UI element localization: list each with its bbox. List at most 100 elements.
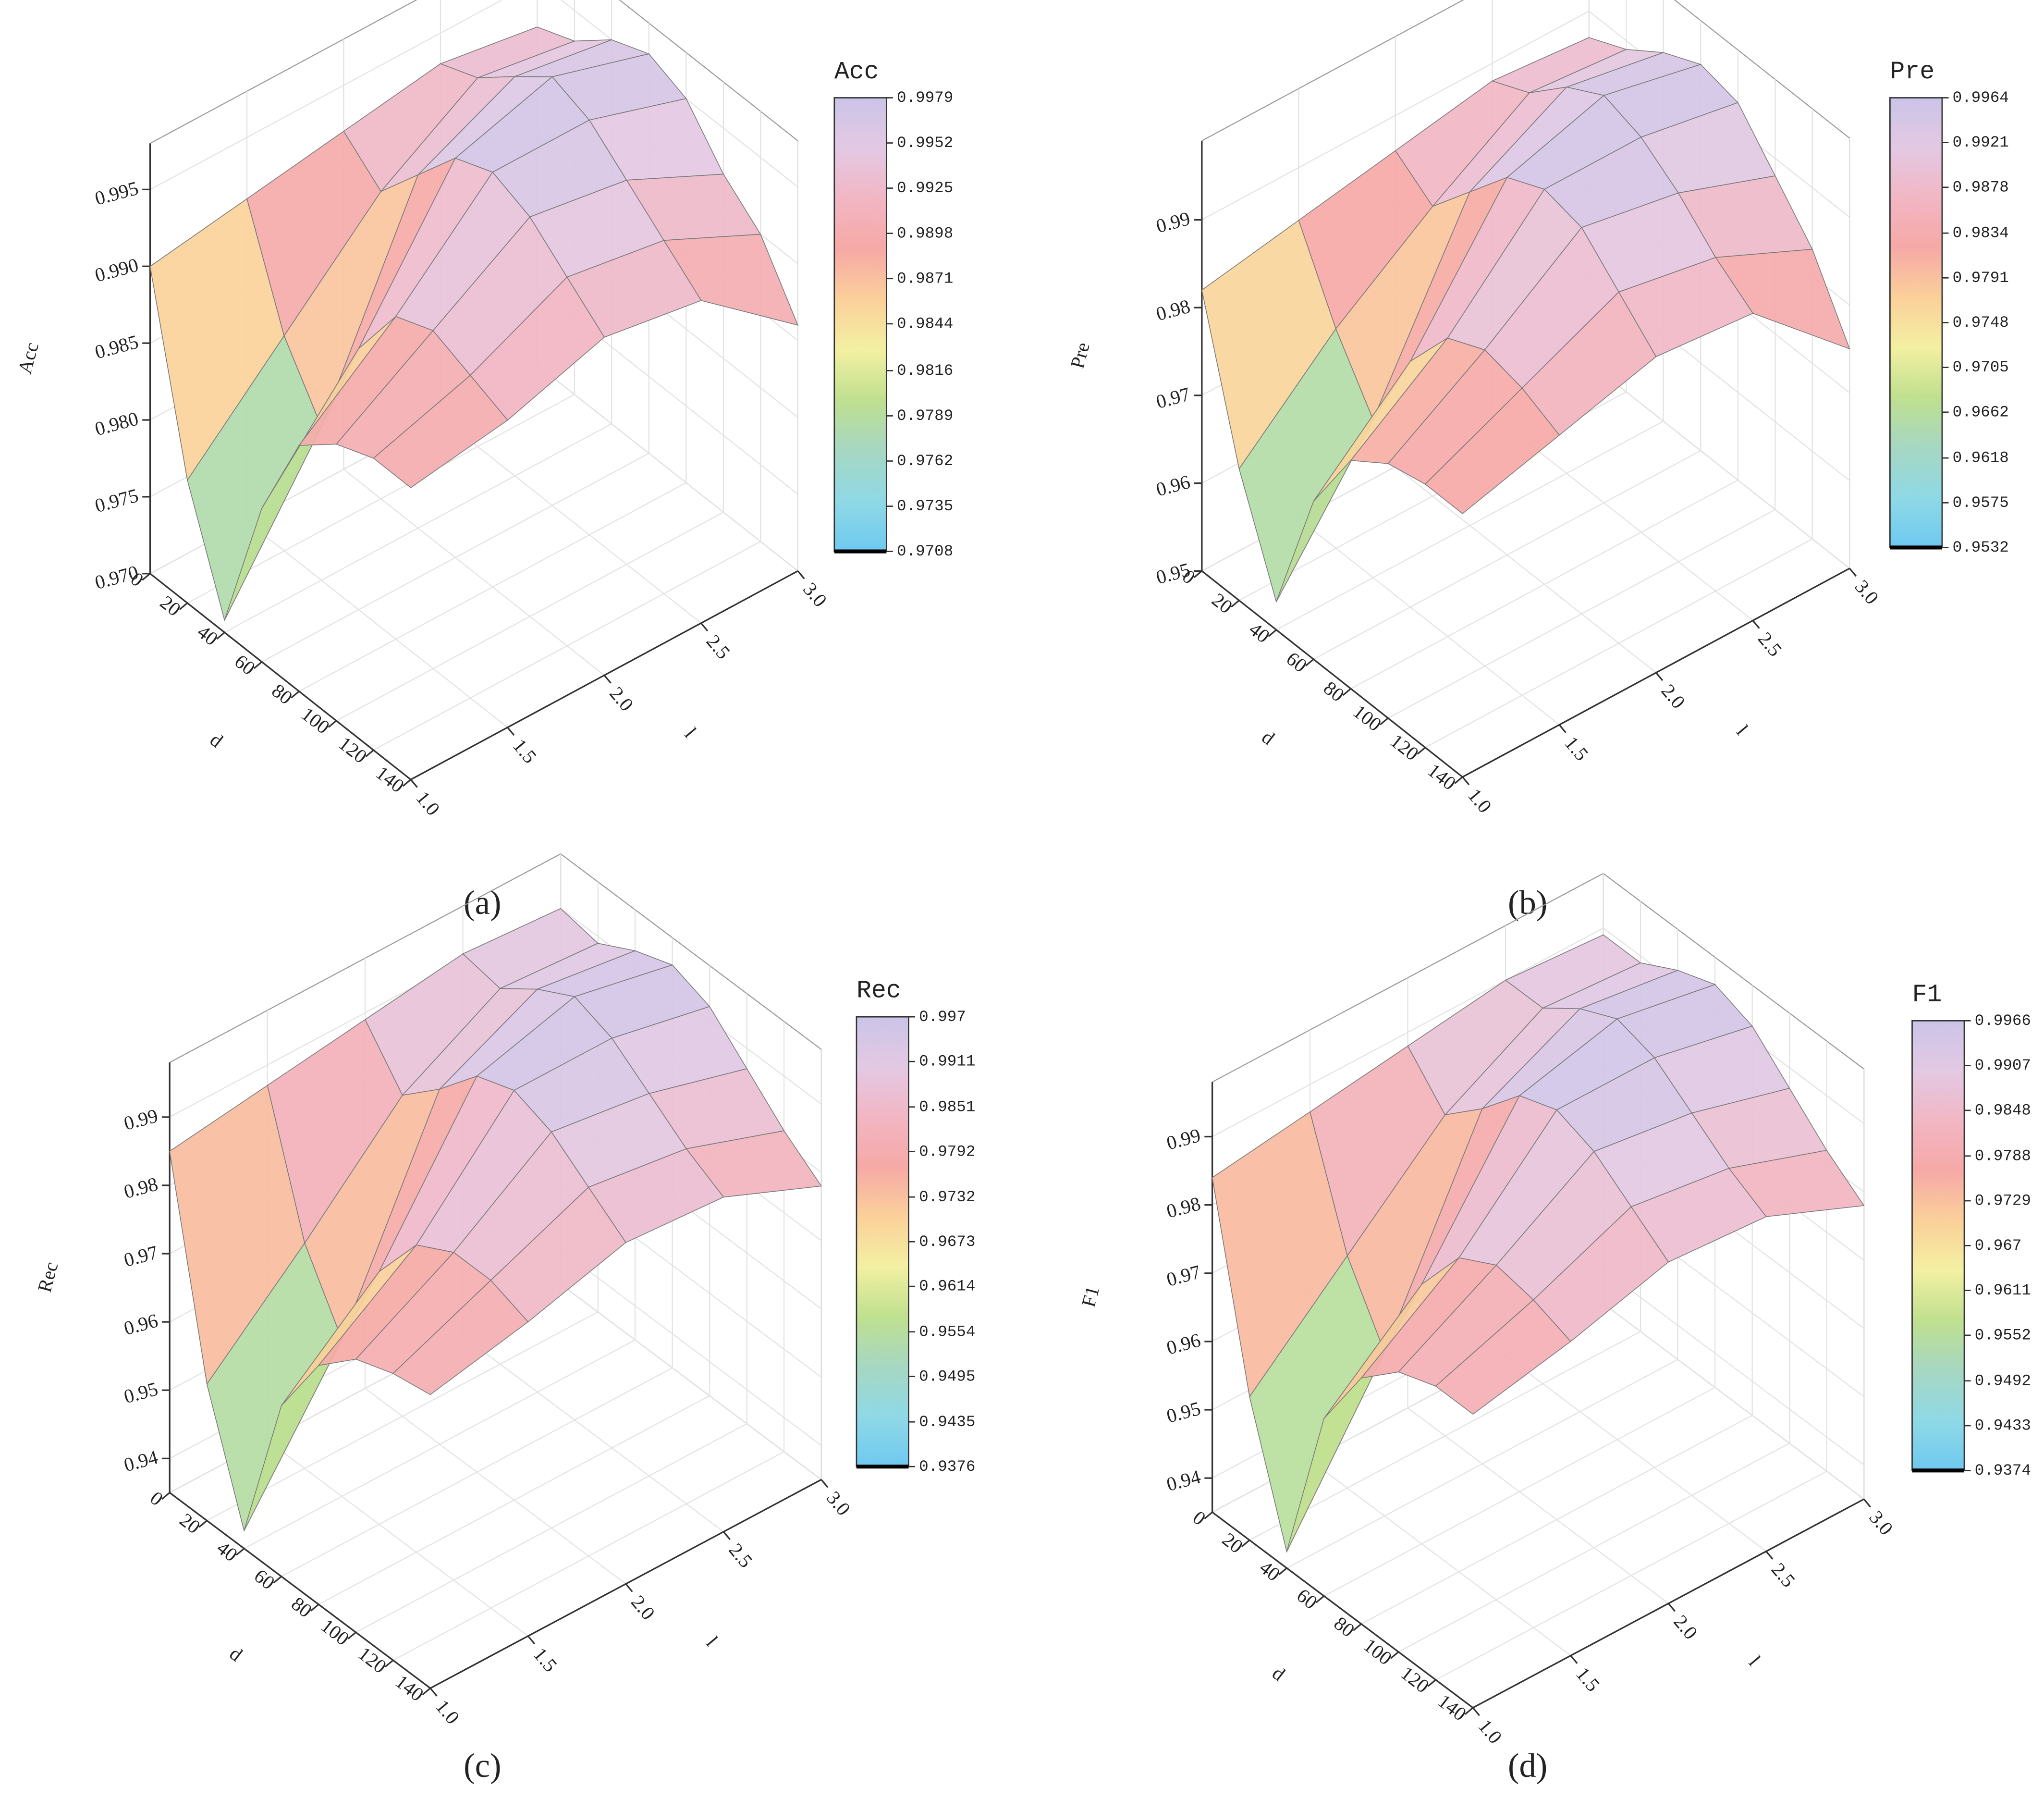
x-tick-label: 120 — [1386, 730, 1423, 765]
y-tick-label: 2.5 — [724, 1539, 757, 1572]
y-axis-title: l — [1732, 721, 1752, 739]
z-tick-label: 0.94 — [1164, 1466, 1203, 1495]
colorbar-tick-label: 0.967 — [1975, 1237, 2022, 1255]
colorbar-tick-label: 0.9705 — [1953, 358, 2009, 376]
x-tick — [1231, 600, 1240, 608]
x-tick — [235, 1548, 245, 1556]
y-tick — [797, 570, 805, 579]
x-tick-label: 20 — [1218, 1528, 1247, 1558]
y-tick-label: 2.0 — [627, 1591, 659, 1624]
colorbar-tick-label: 0.9834 — [1953, 224, 2009, 242]
colorbar-tick-label: 0.9748 — [1953, 314, 2009, 332]
x-tick — [365, 749, 374, 757]
colorbar-tick-label: 0.9964 — [1953, 89, 2009, 107]
colorbar-tick-label: 0.9376 — [919, 1458, 975, 1476]
x-tick — [198, 1520, 208, 1528]
colorbar-tick-label: 0.9433 — [1975, 1417, 2031, 1435]
y-tick-label: 1.5 — [529, 1643, 561, 1676]
x-tick-label: 80 — [1330, 1612, 1359, 1641]
y-tick-label: 1.5 — [1560, 732, 1592, 765]
colorbar-tick-label: 0.9708 — [897, 542, 953, 560]
x-tick — [273, 1576, 282, 1584]
y-tick — [1570, 1655, 1578, 1664]
x-tick-label: 80 — [287, 1593, 316, 1622]
colorbar-tick-label: 0.9762 — [897, 452, 953, 470]
y-tick-label: 3.0 — [1851, 576, 1883, 608]
x-tick-label: 40 — [193, 621, 222, 650]
colorbar-tick-label: 0.9735 — [897, 497, 953, 515]
colorbar-tick-label: 0.9614 — [919, 1278, 975, 1295]
x-axis — [1201, 570, 1463, 778]
x-tick-label: 100 — [1349, 701, 1385, 736]
colorbar-tick-label: 0.9374 — [1975, 1462, 2031, 1479]
colorbar-tick-label: 0.9966 — [1975, 1012, 2031, 1030]
x-axis-title: d — [226, 1642, 247, 1665]
colorbar-tick-label: 0.9851 — [919, 1098, 975, 1116]
x-tick-label: 60 — [250, 1565, 279, 1594]
colorbar-tick-label: 0.9871 — [897, 270, 953, 287]
y-tick — [527, 1635, 536, 1645]
colorbar-tick-label: 0.9552 — [1975, 1326, 2031, 1344]
x-tick — [161, 1492, 171, 1500]
x-tick — [291, 690, 300, 699]
colorbar-tick-label: 0.9495 — [919, 1368, 975, 1385]
x-tick — [1241, 1540, 1250, 1548]
surface-panel: 0.950.960.970.980.990204060801001201401.… — [1066, 0, 2009, 922]
z-tick-label: 0.97 — [1164, 1261, 1203, 1291]
colorbar-tick-label: 0.9844 — [897, 315, 953, 333]
x-tick — [1342, 688, 1352, 696]
x-tick-label: 60 — [231, 650, 259, 679]
y-tick — [820, 1479, 829, 1488]
x-tick — [384, 1660, 394, 1668]
y-tick — [429, 1688, 438, 1697]
x-tick-label: 0 — [1189, 1506, 1210, 1529]
x-tick — [310, 1603, 319, 1612]
colorbar-tick-label: 0.9732 — [919, 1188, 975, 1206]
colorbar-tick-label: 0.9816 — [897, 362, 953, 380]
y-tick — [700, 622, 709, 632]
x-tick — [179, 602, 188, 610]
z-tick-label: 0.97 — [1154, 383, 1192, 413]
y-tick-label: 1.0 — [1464, 784, 1496, 817]
colorbar-tick-label: 0.9921 — [1953, 134, 2009, 151]
z-tick-label: 0.99 — [1154, 208, 1192, 237]
colorbar-tick-label: 0.9673 — [919, 1233, 975, 1251]
x-tick — [1464, 1707, 1474, 1715]
colorbar-tick-label: 0.9907 — [1975, 1057, 2031, 1074]
z-axis-title: F1 — [1077, 1284, 1104, 1309]
y-tick — [1462, 776, 1470, 786]
y-tick-label: 1.0 — [412, 787, 444, 820]
colorbar-tick-label: 0.9878 — [1953, 178, 2009, 196]
x-tick-label: 40 — [1245, 618, 1274, 647]
y-tick-label: 2.0 — [1657, 680, 1689, 713]
x-tick-label: 120 — [1397, 1662, 1433, 1697]
y-axis-title: l — [681, 724, 701, 742]
y-tick — [507, 727, 515, 736]
y-tick — [1655, 672, 1664, 681]
x-tick-label: 80 — [1320, 677, 1348, 706]
surface-panel: 0.940.950.960.970.980.990204060801001201… — [1077, 873, 2031, 1785]
x-axis — [169, 1492, 431, 1689]
y-tick-label: 1.0 — [431, 1696, 464, 1728]
z-tick-label: 0.98 — [1164, 1193, 1203, 1222]
x-tick-label: 100 — [297, 703, 334, 738]
x-tick — [1315, 1595, 1325, 1603]
colorbar — [833, 97, 887, 552]
surface-patch — [392, 1280, 529, 1395]
grid-line — [149, 0, 798, 190]
x-tick — [1204, 1511, 1213, 1519]
x-tick-label: 40 — [1256, 1556, 1285, 1586]
y-tick-label: 1.5 — [1572, 1663, 1604, 1696]
colorbar-title: F1 — [1912, 981, 1942, 1009]
z-tick-label: 0.96 — [1164, 1329, 1203, 1359]
x-tick — [422, 1688, 431, 1696]
x-tick — [402, 779, 412, 787]
z-tick-label: 0.995 — [93, 177, 141, 209]
x-tick — [253, 661, 263, 669]
y-tick — [1765, 1551, 1774, 1560]
z-tick-label: 0.975 — [93, 484, 141, 517]
x-axis — [149, 573, 412, 780]
z-tick-label: 0.99 — [1164, 1124, 1203, 1154]
colorbar-tick-label: 0.9925 — [897, 179, 953, 197]
